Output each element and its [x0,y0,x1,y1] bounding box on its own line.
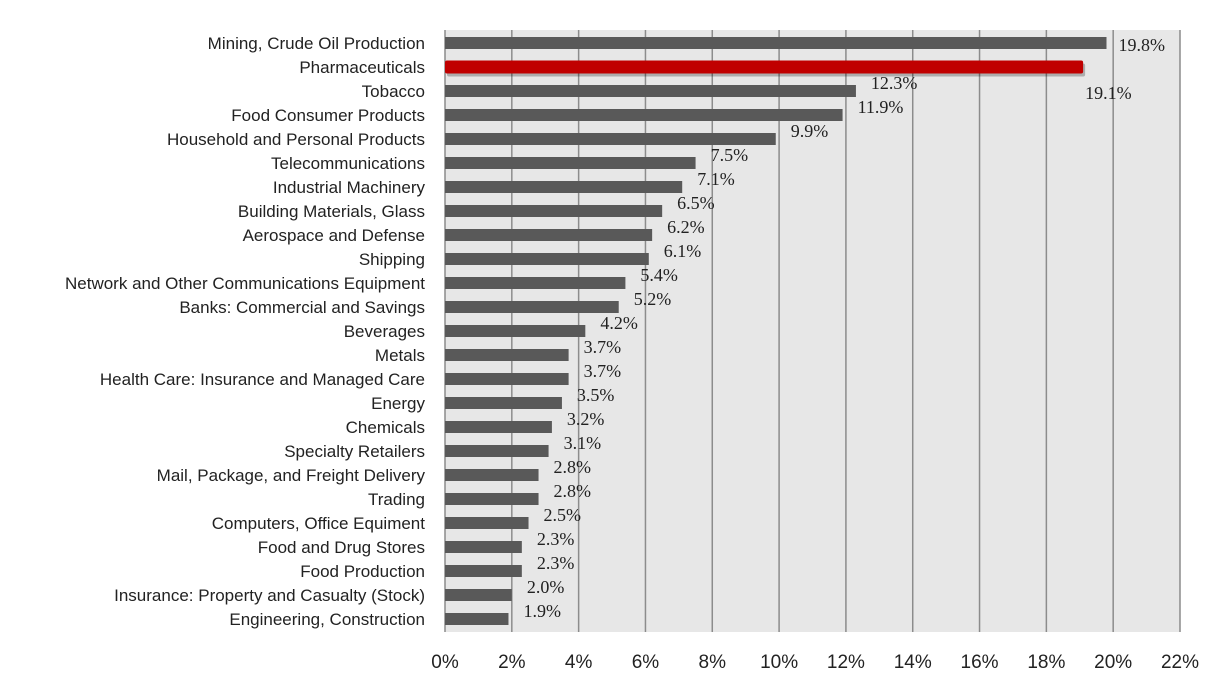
bar [445,253,649,265]
x-tick-label: 18% [1027,652,1065,673]
bar [445,205,662,217]
data-label: 11.9% [858,97,904,117]
category-label: Insurance: Property and Casualty (Stock) [114,586,425,605]
data-label: 7.1% [697,169,735,189]
bar [445,397,562,409]
bar [445,301,619,313]
data-label: 4.2% [600,313,638,333]
bar [445,445,549,457]
category-label: Beverages [344,322,425,341]
data-label: 5.2% [634,289,672,309]
x-tick-label: 10% [760,652,798,673]
data-label: 3.7% [584,337,622,357]
category-label: Telecommunications [271,154,425,173]
x-tick-label: 22% [1161,652,1199,673]
bar [445,133,776,145]
x-tick-label: 4% [565,652,593,673]
category-label: Food Production [300,562,425,581]
data-label: 1.9% [523,601,561,621]
category-label: Energy [371,394,425,413]
data-label: 19.1% [1085,83,1132,103]
bar [445,85,856,97]
category-label: Health Care: Insurance and Managed Care [100,370,425,389]
category-label: Shipping [359,250,425,269]
bar-highlighted [445,61,1083,74]
data-label: 3.1% [564,433,602,453]
bar [445,565,522,577]
x-tick-label: 8% [699,652,727,673]
data-label: 19.8% [1119,35,1166,55]
bar [445,229,652,241]
category-label: Metals [375,346,425,365]
category-label: Food and Drug Stores [258,538,425,557]
data-label: 3.5% [577,385,615,405]
data-label: 2.0% [527,577,565,597]
category-label: Engineering, Construction [229,610,425,629]
category-label: Industrial Machinery [273,178,426,197]
data-label: 2.3% [537,553,575,573]
bar [445,421,552,433]
category-label: Network and Other Communications Equipme… [65,274,425,293]
category-label: Mining, Crude Oil Production [208,34,425,53]
category-label: Pharmaceuticals [299,58,425,77]
bar [445,109,843,121]
data-label: 9.9% [791,121,829,141]
data-label: 2.8% [554,457,592,477]
data-label: 6.5% [677,193,715,213]
category-labels: Mining, Crude Oil Production Pharmaceutic… [65,34,425,629]
bar [445,517,529,529]
data-label: 3.7% [584,361,622,381]
bar [445,469,539,481]
bar [445,325,585,337]
bar [445,589,512,601]
data-label: 5.4% [640,265,678,285]
x-axis-tick-labels: 0% 2% 4% 6% 8% 10% 12% 14% 16% 18% 20% 22% [431,652,1199,673]
bar [445,277,625,289]
data-label: 7.5% [711,145,749,165]
bar [445,349,569,361]
bar-chart: Mining, Crude Oil Production Pharmaceutic… [0,0,1213,683]
data-label: 2.8% [554,481,592,501]
x-tick-label: 16% [961,652,999,673]
x-tick-label: 6% [632,652,660,673]
category-label: Trading [368,490,425,509]
x-tick-label: 14% [894,652,932,673]
x-tick-label: 20% [1094,652,1132,673]
data-label: 2.5% [544,505,582,525]
data-label: 6.1% [664,241,702,261]
category-label: Computers, Office Equiment [212,514,425,533]
data-label: 6.2% [667,217,705,237]
chart-svg: Mining, Crude Oil Production Pharmaceutic… [0,0,1213,683]
category-label: Banks: Commercial and Savings [179,298,425,317]
bar [445,181,682,193]
category-label: Tobacco [362,82,425,101]
bar [445,613,508,625]
category-label: Specialty Retailers [284,442,425,461]
data-label: 2.3% [537,529,575,549]
x-tick-label: 0% [431,652,459,673]
category-label: Household and Personal Products [167,130,425,149]
bar [445,37,1107,49]
category-label: Mail, Package, and Freight Delivery [157,466,426,485]
category-label: Building Materials, Glass [238,202,425,221]
bar [445,541,522,553]
x-tick-label: 2% [498,652,526,673]
category-label: Food Consumer Products [231,106,425,125]
category-label: Chemicals [346,418,425,437]
category-label: Aerospace and Defense [243,226,425,245]
data-label: 12.3% [871,73,918,93]
bar [445,493,539,505]
x-tick-label: 12% [827,652,865,673]
bar [445,373,569,385]
data-label: 3.2% [567,409,605,429]
bar [445,157,696,169]
